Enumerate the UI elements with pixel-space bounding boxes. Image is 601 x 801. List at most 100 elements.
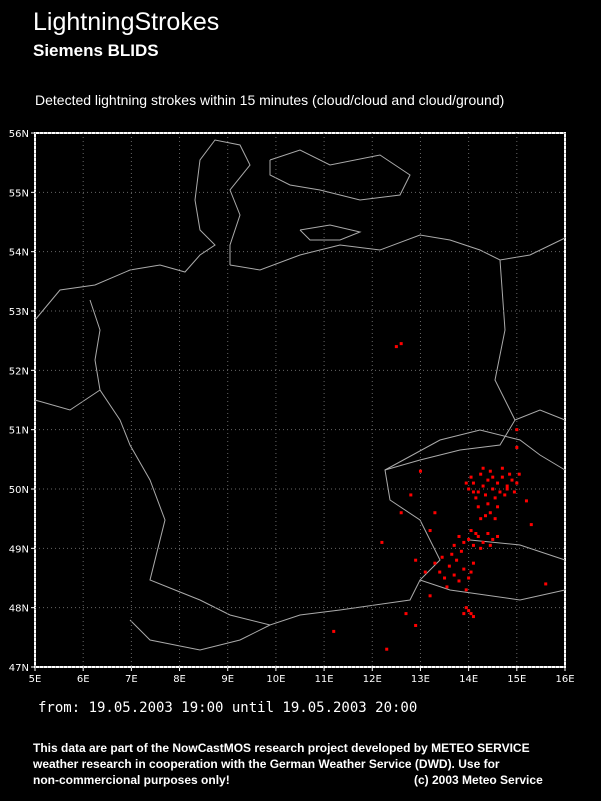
lightning-strike xyxy=(464,588,468,592)
lightning-strike xyxy=(503,493,507,497)
lightning-strike xyxy=(488,511,492,515)
lightning-strike xyxy=(500,475,504,479)
y-tick-label: 56N xyxy=(9,129,29,140)
y-tick-label: 52N xyxy=(9,366,29,377)
lightning-strike xyxy=(496,505,500,509)
border xyxy=(89,259,516,626)
lightning-strike xyxy=(493,517,497,521)
border xyxy=(419,579,566,601)
x-tick-label: 12E xyxy=(363,674,382,685)
lightning-strike xyxy=(462,540,466,544)
lightning-strike xyxy=(476,490,480,494)
x-tick-label: 13E xyxy=(411,674,430,685)
lightning-strike xyxy=(394,345,398,349)
lightning-strike xyxy=(418,469,422,473)
lightning-strike xyxy=(428,594,432,598)
lightning-strike xyxy=(488,543,492,547)
lightning-strike xyxy=(440,555,444,559)
lightning-strike xyxy=(486,478,490,482)
x-tick-label: 6E xyxy=(77,674,90,685)
footer: This data are part of the NowCastMOS res… xyxy=(33,740,530,788)
lightning-strike xyxy=(428,529,432,533)
lightning-strike xyxy=(469,475,473,479)
lightning-strike xyxy=(486,502,490,506)
lightning-strike xyxy=(515,428,519,432)
border xyxy=(129,619,271,651)
lightning-strike xyxy=(510,478,514,482)
lightning-strike xyxy=(481,484,485,488)
lightning-strike xyxy=(423,570,427,574)
lightning-strike xyxy=(524,499,528,503)
lightning-strike xyxy=(464,606,468,610)
lightning-strike xyxy=(505,484,509,488)
x-tick-label: 15E xyxy=(507,674,526,685)
border xyxy=(34,389,101,411)
lightning-strike xyxy=(433,511,437,515)
y-tick-label: 51N xyxy=(9,426,29,437)
lightning-strike xyxy=(469,529,473,533)
lightning-strike xyxy=(474,532,478,535)
copyright: (c) 2003 Meteo Service xyxy=(414,773,543,787)
lightning-strike xyxy=(414,623,418,627)
y-tick-label: 48N xyxy=(9,604,29,615)
border xyxy=(514,409,566,421)
lightning-strike xyxy=(443,576,447,580)
lightning-strike xyxy=(479,517,483,521)
lightning-strike xyxy=(479,472,483,476)
lightning-strike xyxy=(467,487,471,491)
lightning-strike xyxy=(452,543,456,547)
lightning-strike xyxy=(332,629,336,633)
map: 5E 6E 7E 8E 9E 10E 11E 12E 13E 14E 15E 16E 47N 48N 49N… xyxy=(9,129,575,685)
period: from: 19.05.2003 19:00 until 19.05.2003 … xyxy=(38,700,418,716)
lightning-strike xyxy=(512,490,516,494)
y-tick-label: 55N xyxy=(9,188,29,199)
lightning-strike xyxy=(450,552,454,556)
footer-line: weather research in cooperation with the… xyxy=(33,757,500,771)
lightning-strike xyxy=(471,561,475,565)
lightning-strike xyxy=(404,612,408,616)
map-frame xyxy=(34,132,566,668)
lightning-strike xyxy=(498,490,502,494)
x-tick-label: 11E xyxy=(315,674,334,685)
coastline xyxy=(299,224,362,241)
lightning-strike xyxy=(380,540,384,544)
lightning-strike xyxy=(508,472,512,476)
lightning-strike xyxy=(491,475,495,479)
y-tick-label: 53N xyxy=(9,307,29,318)
y-tick-label: 50N xyxy=(9,485,29,496)
lightning-strike xyxy=(438,570,442,574)
lightning-strike xyxy=(455,558,459,562)
y-tick-label: 54N xyxy=(9,248,29,259)
lightning-strike xyxy=(457,534,461,538)
lightning-strike xyxy=(464,481,468,485)
lightning-strike xyxy=(447,564,451,568)
footer-line: non-commercional purposes only! xyxy=(33,773,230,787)
y-tick-label: 47N xyxy=(9,663,29,674)
lightning-strike xyxy=(479,546,483,550)
x-tick-label: 10E xyxy=(266,674,285,685)
lightning-strike xyxy=(469,612,473,616)
lightning-strike xyxy=(445,585,449,589)
lightning-strike xyxy=(476,505,480,509)
x-tick-label: 9E xyxy=(221,674,234,685)
lightning-strike xyxy=(481,540,485,544)
lightning-strike xyxy=(471,490,475,494)
lightning-strike xyxy=(484,514,487,518)
lightning-strike xyxy=(409,493,413,497)
lightning-strike xyxy=(481,466,485,470)
lightning-strike xyxy=(493,496,497,500)
lightning-strike xyxy=(399,511,403,515)
lightning-strike xyxy=(471,543,475,547)
lightning-strike xyxy=(496,481,500,485)
lightning-strike xyxy=(517,472,521,476)
lightning-strike xyxy=(496,534,500,538)
border xyxy=(384,429,566,471)
lightning-strike xyxy=(515,445,519,449)
lightning-strike xyxy=(491,537,495,541)
lightning-strike xyxy=(488,469,492,473)
lightning-strike xyxy=(462,612,466,616)
lightning-strike xyxy=(484,493,487,497)
lightning-strike xyxy=(486,532,490,535)
x-tick-label: 16E xyxy=(555,674,574,685)
